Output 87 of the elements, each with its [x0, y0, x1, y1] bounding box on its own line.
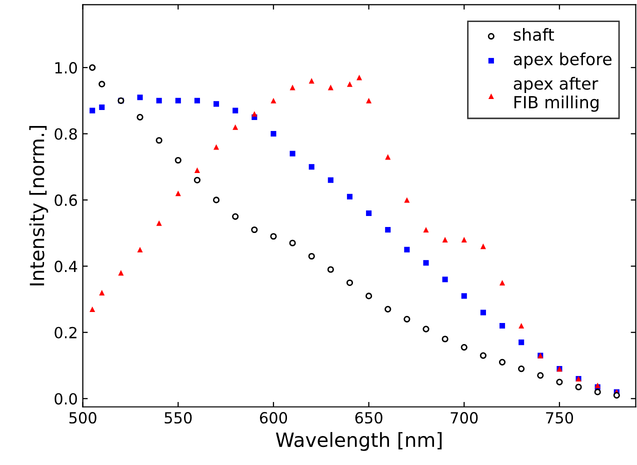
point: [270, 98, 276, 104]
point: [442, 236, 448, 242]
point: [327, 266, 334, 273]
point: [366, 98, 372, 104]
point: [232, 213, 239, 220]
point: [480, 244, 486, 250]
point: [384, 306, 392, 313]
point: [90, 306, 96, 312]
point: [346, 81, 353, 87]
point: [156, 137, 162, 144]
point: [194, 98, 200, 104]
point: [156, 98, 162, 104]
point: [404, 246, 410, 252]
y-tick-label: 0.6: [54, 194, 77, 206]
x-tick-label: 700: [450, 412, 478, 424]
point: [537, 372, 544, 379]
point: [328, 177, 334, 183]
point: [89, 64, 96, 71]
y-tick-label: 1.0: [55, 62, 77, 74]
point: [575, 384, 582, 390]
x-axis-title: Wavelength [nm]: [276, 432, 442, 451]
point: [308, 164, 314, 170]
point: [385, 226, 391, 233]
legend-label: apex after FIB milling: [514, 76, 598, 112]
point: [213, 144, 220, 150]
point: [460, 344, 468, 351]
point: [480, 352, 486, 359]
x-tick-label: 500: [69, 412, 96, 424]
x-tick-label: 600: [260, 412, 288, 424]
x-tick-label: 750: [546, 412, 574, 424]
point: [137, 246, 143, 252]
point: [118, 270, 124, 276]
point: [422, 326, 430, 332]
point: [194, 176, 200, 184]
y-axis-title: Intensity [norm.]: [29, 126, 48, 286]
point: [499, 322, 506, 329]
point: [270, 130, 276, 137]
x-tick-label: 650: [355, 412, 382, 424]
y-tick-label: 0.0: [54, 393, 77, 405]
point: [461, 293, 467, 299]
point: [98, 80, 106, 88]
point: [518, 322, 524, 329]
point: [212, 196, 220, 204]
point: [289, 240, 296, 246]
y-tick-label: 0.2: [54, 326, 76, 338]
point: [461, 236, 467, 242]
point: [613, 392, 620, 399]
point: [594, 388, 601, 396]
legend-label: shaft: [514, 28, 554, 41]
point: [270, 233, 277, 240]
point: [136, 114, 144, 120]
point: [308, 252, 315, 260]
y-tick-label: 0.8: [54, 128, 77, 140]
point: [423, 226, 429, 233]
y-tick-label: 0.4: [54, 260, 78, 272]
legend-label: apex before: [514, 52, 612, 69]
point: [480, 310, 486, 316]
point: [404, 316, 410, 322]
point: [137, 94, 143, 100]
point: [251, 226, 258, 234]
point: [232, 108, 238, 114]
point: [356, 74, 362, 80]
point: [556, 378, 563, 386]
point: [366, 210, 372, 216]
point: [156, 220, 162, 226]
point: [498, 358, 506, 366]
point: [175, 98, 181, 104]
point: [99, 104, 105, 110]
point: [518, 340, 524, 346]
point: [423, 260, 429, 266]
point: [518, 366, 525, 372]
point: [290, 150, 296, 156]
point: [499, 280, 506, 286]
point: [308, 78, 314, 84]
point: [290, 84, 296, 90]
point: [99, 290, 105, 296]
point: [346, 194, 353, 200]
point: [213, 101, 220, 107]
point: [194, 167, 200, 173]
x-tick-label: 550: [164, 412, 192, 424]
point: [442, 276, 448, 282]
point: [366, 292, 372, 300]
point: [346, 279, 354, 286]
point: [442, 336, 448, 342]
point: [90, 108, 96, 114]
point: [174, 156, 182, 164]
point: [232, 124, 238, 130]
